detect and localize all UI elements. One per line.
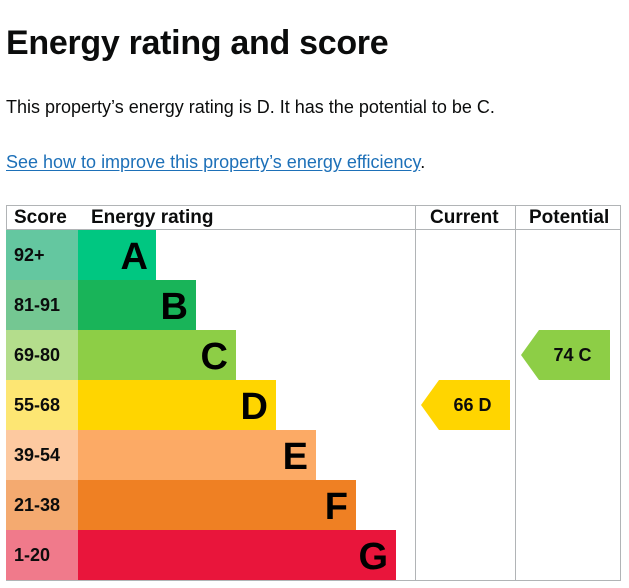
rating-letter-c: C xyxy=(201,336,228,378)
potential-column-header: Potential xyxy=(529,207,610,228)
page-title: Energy rating and score xyxy=(6,24,389,62)
rating-bar-a xyxy=(78,230,156,280)
energy-rating-chart-svg: 92+ A 81-91 B 69-80 C 55-68 D 39-54 E 21-38 F 1-20 G 6… xyxy=(6,205,620,580)
rating-letter-e: E xyxy=(283,436,308,478)
potential-rating-arrow xyxy=(521,330,610,380)
score-cell-a xyxy=(6,230,78,280)
score-range-b: 81-91 xyxy=(14,295,60,315)
score-range-d: 55-68 xyxy=(14,395,60,415)
rating-bar-f xyxy=(78,480,356,530)
rating-letter-d: D xyxy=(241,386,268,428)
score-cell-b xyxy=(6,280,78,330)
rating-bar-g xyxy=(78,530,396,580)
current-rating-label: 66 D xyxy=(453,395,491,415)
score-cell-g xyxy=(6,530,78,580)
score-cell-f xyxy=(6,480,78,530)
potential-rating-label: 74 C xyxy=(553,345,591,365)
rating-bar-c xyxy=(78,330,236,380)
improve-efficiency-link[interactable]: See how to improve this property’s energ… xyxy=(6,152,421,172)
score-cell-d xyxy=(6,380,78,430)
rating-letter-g: G xyxy=(358,536,388,578)
score-range-c: 69-80 xyxy=(14,345,60,365)
current-column-header: Current xyxy=(430,207,499,228)
link-suffix: . xyxy=(420,152,426,172)
score-cell-e xyxy=(6,430,78,480)
score-range-a: 92+ xyxy=(14,245,45,265)
score-range-f: 21-38 xyxy=(14,495,60,515)
energy-rating-chart: 92+ A 81-91 B 69-80 C 55-68 D 39-54 E 21-38 F 1-20 G 6… xyxy=(6,205,621,581)
score-column-header: Score xyxy=(14,207,67,228)
rating-bar-d xyxy=(78,380,276,430)
energy-rating-column-header: Energy rating xyxy=(91,207,214,228)
rating-summary: This property’s energy rating is D. It h… xyxy=(6,97,495,117)
improve-link-line: See how to improve this property’s energ… xyxy=(6,152,425,173)
rating-letter-a: A xyxy=(121,236,148,278)
rating-bar-e xyxy=(78,430,316,480)
rating-letter-b: B xyxy=(161,286,188,328)
rating-letter-f: F xyxy=(325,486,348,528)
score-cell-c xyxy=(6,330,78,380)
current-rating-arrow xyxy=(421,380,510,430)
score-range-g: 1-20 xyxy=(14,545,50,565)
rating-bar-b xyxy=(78,280,196,330)
score-range-e: 39-54 xyxy=(14,445,60,465)
